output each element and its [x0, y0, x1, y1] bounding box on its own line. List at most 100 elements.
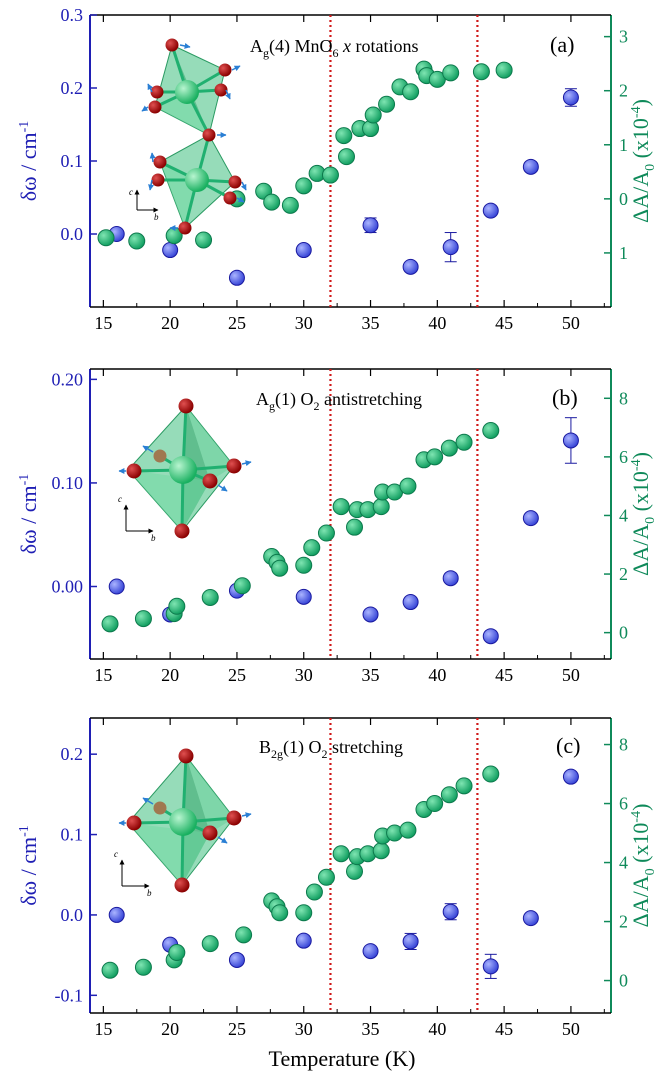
panel-c-right-tick-label: 4 — [619, 853, 628, 873]
panel-a-left-axis-label: δω / cm-1 — [16, 121, 41, 202]
panel-a-amplitude-point — [335, 127, 353, 145]
panel-c-amplitude-point — [295, 904, 313, 922]
panel-a-amplitude-point — [378, 95, 396, 113]
panel-a-frequency-shift-point — [402, 258, 419, 275]
panel-c-right-tick-label: 0 — [619, 971, 628, 991]
panel-b-amplitude-point — [332, 498, 350, 516]
panel-c-frequency-shift-point — [482, 958, 499, 975]
panel-b-amplitude-point — [271, 559, 289, 577]
panel-c-right-tick-label: 6 — [619, 794, 628, 814]
panel-c-x-tick-label: 25 — [228, 1019, 246, 1039]
panel-a-frequency-shift-point — [562, 89, 579, 106]
svg-text:b: b — [147, 888, 152, 898]
svg-text:c: c — [129, 187, 133, 197]
panel-b-frequency-shift-point — [482, 628, 499, 645]
panel-a-plot: 15 20 25 30 35 40 45 50 0.0 0.1 0.2 0.3 1 0 1 2 3 δω / cm… — [16, 5, 658, 333]
panel-a-left-tick-label: 0.1 — [61, 151, 84, 171]
panel-c-frequency-shift-point — [562, 768, 579, 785]
panel-b-x-tick-label: 45 — [495, 665, 513, 685]
panel-c-amplitude-point — [317, 868, 335, 886]
panel-a: c b Ag(4) MnO6 x rotations (a) — [129, 32, 574, 235]
panel-a-x-tick-label: 30 — [295, 313, 313, 333]
panel-b-right-tick-label: 8 — [619, 388, 628, 408]
panel-b-x-tick-label: 15 — [94, 665, 112, 685]
x-axis-label: Temperature (K) — [269, 1046, 416, 1071]
panel-c-left-tick-label: -0.1 — [55, 985, 84, 1005]
panel-a-label: (a) — [550, 32, 574, 57]
panel-a-amplitude-point — [337, 148, 355, 166]
panel-b-title: Ag(1) O2 antistretching — [256, 389, 422, 413]
panel-b-x-tick-label: 35 — [362, 665, 380, 685]
panel-a-right-tick-label: 0 — [619, 189, 628, 209]
panel-c-amplitude-point — [440, 786, 458, 804]
panel-b-right-tick-label: 0 — [619, 623, 628, 643]
panel-a-x-tick-label: 15 — [94, 313, 112, 333]
svg-text:c: c — [118, 494, 122, 504]
panel-c-amplitude-point — [399, 821, 417, 839]
panel-a-frequency-shift-point — [362, 217, 379, 234]
panel-b-frequency-shift-point — [108, 578, 125, 595]
panel-b-left-tick-label: 0.20 — [52, 369, 84, 389]
panel-b-label: (b) — [552, 385, 578, 410]
panel-b-right-axis-label: ΔA/A0 (x10-4) — [628, 452, 658, 576]
panel-a-title: Ag(4) MnO6 x rotations — [250, 36, 419, 60]
panel-c-x-tick-label: 45 — [495, 1019, 513, 1039]
panel-a-frequency-shift-point — [228, 269, 245, 286]
panel-a-x-tick-label: 35 — [362, 313, 380, 333]
panel-b-right-tick-label: 4 — [619, 505, 628, 525]
panel-c-frequency-shift-point — [228, 951, 245, 968]
panel-b-amplitude-point — [482, 422, 500, 440]
panel-a-frequency-shift-point — [482, 202, 499, 219]
panel-b-right-tick-label: 2 — [619, 564, 628, 584]
panel-a-crystal-axes: c b — [129, 187, 159, 222]
panel-c-left-tick-label: 0.0 — [61, 905, 84, 925]
panel-c-amplitude-point — [101, 961, 119, 979]
panel-b-x-tick-label: 40 — [428, 665, 446, 685]
panel-a-amplitude-point — [281, 196, 299, 214]
panel-b-left-tick-label: 0.00 — [52, 577, 84, 597]
panel-b-amplitude-point — [168, 597, 186, 615]
panel-c-label: (c) — [556, 733, 580, 758]
panel-a-x-tick-label: 20 — [161, 313, 179, 333]
panel-c-frequency-shift-point — [402, 933, 419, 950]
panel-c-structure-illustration — [118, 748, 252, 893]
panel-b: c b Ag(1) O2 antistretching (b) — [118, 385, 578, 543]
panel-c-amplitude-point — [201, 935, 219, 953]
panel-a-frequency-shift-point — [162, 242, 179, 259]
panel-a-frequency-shift-point — [295, 242, 312, 259]
panel-c-frequency-shift-point — [108, 906, 125, 923]
svg-text:c: c — [114, 849, 118, 859]
panel-b-frequency-shift-point — [562, 432, 579, 449]
panel-b-x-tick-label: 50 — [562, 665, 580, 685]
panel-c-amplitude-point — [332, 845, 350, 863]
panel-c-crystal-axes: c b — [114, 849, 152, 898]
panel-c-right-axis-label: ΔA/A0 (x10-4) — [628, 804, 658, 928]
panel-c-amplitude-point — [168, 944, 186, 962]
panel-a-right-axis-label: ΔA/A0 (x10-4) — [628, 99, 658, 223]
panel-b-amplitude-point — [201, 588, 219, 606]
panel-b-amplitude-point — [134, 610, 152, 628]
panel-c-x-tick-label: 35 — [362, 1019, 380, 1039]
panel-c-x-tick-label: 15 — [94, 1019, 112, 1039]
panel-c-amplitude-point — [305, 883, 323, 901]
panel-a-x-tick-label: 25 — [228, 313, 246, 333]
panel-b-amplitude-point — [101, 615, 119, 633]
panel-a-amplitude-point — [402, 83, 420, 101]
svg-text:b: b — [151, 533, 156, 543]
panel-a-right-tick-label: 1 — [619, 243, 628, 263]
panel-b-amplitude-point — [440, 439, 458, 457]
panel-b-amplitude-point — [303, 539, 321, 557]
panel-c-frequency-shift-point — [295, 932, 312, 949]
panel-c-frequency-shift-point — [442, 903, 459, 920]
panel-c-amplitude-point — [482, 765, 500, 783]
panel-a-right-tick-label: 2 — [619, 81, 628, 101]
panel-a-amplitude-point — [263, 193, 281, 211]
panel-a-amplitude-point — [97, 229, 115, 247]
panel-a-structure-illustration — [141, 38, 247, 235]
panel-b-amplitude-point — [346, 518, 364, 536]
panel-c-amplitude-point — [235, 926, 253, 944]
panel-c: c b B2g(1) O2 stretching (c) — [114, 733, 580, 898]
panel-b-amplitude-point — [317, 524, 335, 542]
panel-a-left-tick-label: 0.2 — [61, 78, 84, 98]
